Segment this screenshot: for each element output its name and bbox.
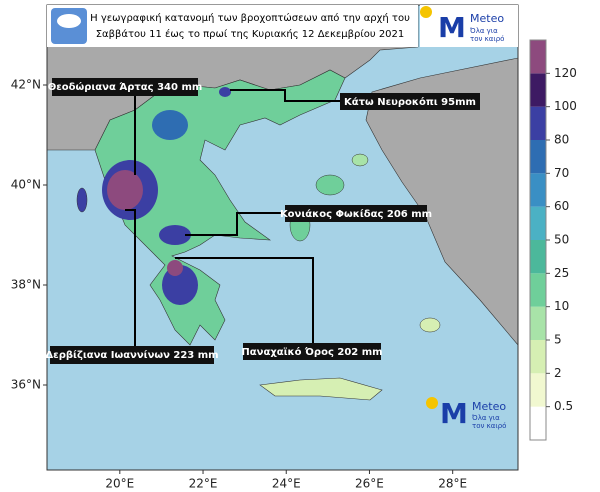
logo-sun (420, 6, 432, 18)
rain-area (152, 110, 188, 140)
annotation-box (50, 346, 214, 364)
colorbar-label: 60 (554, 199, 569, 213)
colorbar-segment (530, 106, 546, 140)
x-tick-label: 24°E (272, 477, 301, 491)
logo-m: M (438, 11, 466, 44)
colorbar-segment (530, 40, 546, 74)
annotation-box (243, 343, 381, 360)
logo-top: M Meteo Όλα για τον καιρό (420, 5, 518, 47)
x-tick-label: 20°E (105, 477, 134, 491)
colorbar-segment (530, 406, 546, 440)
annotation: Θεοδώριανα Άρτας 340 mm (48, 81, 203, 93)
colorbar-segment (530, 273, 546, 307)
map (47, 5, 518, 470)
leader-line (185, 212, 285, 236)
y-tick-label: 36°N (11, 378, 41, 392)
colorbar-label: 50 (554, 233, 569, 247)
leader-line (230, 89, 340, 102)
logo-brand: Meteo (472, 400, 506, 413)
annotation: Δερβίζιανα Ιωαννίνων 223 mm (45, 349, 218, 361)
colorbar-segment (530, 73, 546, 107)
colorbar-label: 100 (554, 99, 577, 113)
x-tick-label: 22°E (189, 477, 218, 491)
rain-area (107, 170, 143, 210)
y-tick-label: 40°N (11, 178, 41, 192)
title-line: Η γεωγραφική κατανομή των βροχοπτώσεων α… (90, 12, 410, 24)
colorbar-segment (530, 340, 546, 374)
x-tick-label: 26°E (355, 477, 384, 491)
x-tick-label: 28°E (438, 477, 467, 491)
turkey (365, 57, 518, 346)
colorbar-segment (530, 206, 546, 240)
colorbar-label: 70 (554, 166, 569, 180)
logo-bottom: M Meteo Όλα για τον καιρό (426, 397, 506, 430)
rain-area (162, 265, 198, 305)
header (47, 5, 418, 47)
rain-area (159, 225, 191, 245)
colorbar-label: 10 (554, 299, 569, 313)
rain-area (219, 87, 231, 97)
colorbar-label: 2 (554, 366, 562, 380)
annotation-box (52, 78, 198, 96)
colorbar-segment (530, 240, 546, 274)
annotation: Κονιάκος Φωκίδας 206 mm (280, 208, 432, 220)
y-tick-label: 38°N (11, 278, 41, 292)
crete (259, 377, 383, 401)
annotation: Κάτω Νευροκόπι 95mm (344, 96, 476, 108)
logo-slogan: Όλα για (469, 27, 498, 35)
annotation-box (285, 205, 427, 222)
annotation: Παναχαϊκό Όρος 202 mm (241, 346, 382, 358)
greece (94, 69, 346, 346)
leader-line (125, 209, 136, 346)
logo-m: M (440, 397, 468, 430)
colorbar-segment (530, 306, 546, 340)
cloud (57, 14, 81, 28)
leader-lines (125, 89, 340, 346)
colorbar-segment (530, 140, 546, 174)
leader-line (175, 257, 314, 343)
island (351, 153, 369, 167)
logo-bg (420, 5, 518, 47)
logo-sun (426, 397, 438, 409)
logo-brand: Meteo (470, 12, 504, 25)
title-line: Σαββάτου 11 έως το πρωί της Κυριακής 12 … (96, 28, 405, 40)
logo-slogan: τον καιρό (472, 422, 506, 430)
colorbar-segment (530, 173, 546, 207)
annotation-box (340, 93, 480, 110)
island (419, 317, 441, 333)
colorbar-segment (530, 373, 546, 407)
colorbar-label: 25 (554, 266, 569, 280)
rain-area (167, 260, 183, 276)
colorbar-label: 80 (554, 133, 569, 147)
colorbar-label: 120 (554, 66, 577, 80)
island (76, 187, 88, 213)
y-tick-label: 42°N (11, 78, 41, 92)
colorbar-label: 0.5 (554, 399, 573, 413)
logo-slogan: Όλα για (471, 414, 500, 422)
island (315, 174, 345, 196)
logo-slogan: τον καιρό (470, 35, 504, 43)
colorbar-label: 5 (554, 333, 562, 347)
